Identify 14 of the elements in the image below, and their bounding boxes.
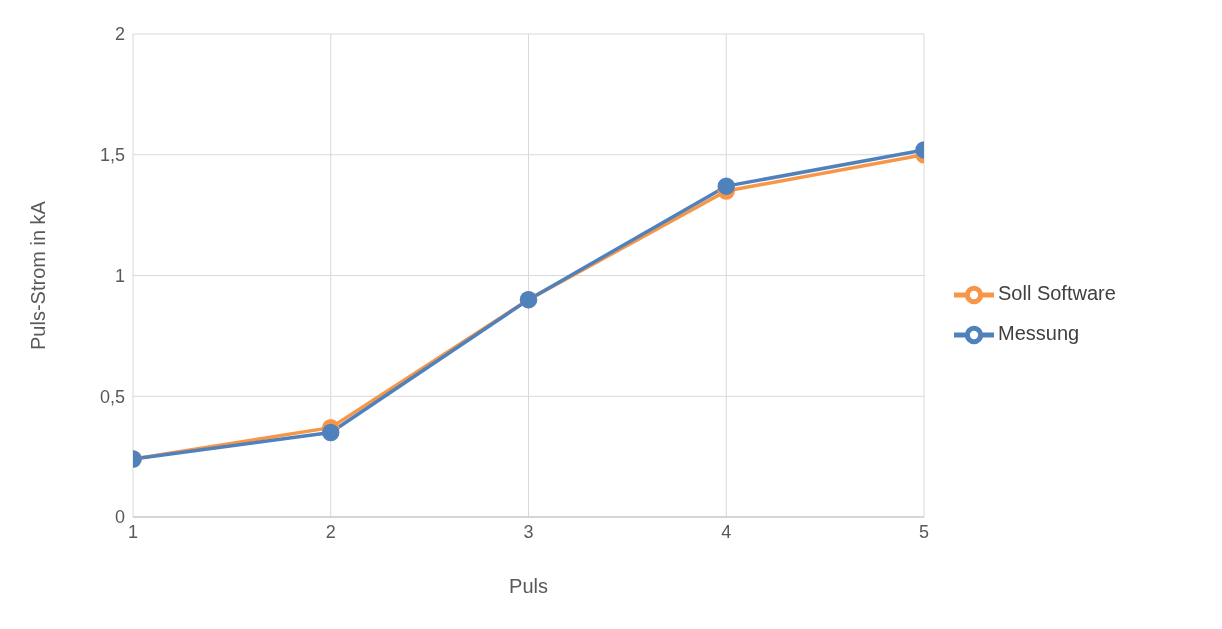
x-tick-label: 5: [918, 521, 930, 542]
y-tick-label: 1: [114, 265, 125, 286]
x-axis-title: Puls: [509, 575, 548, 597]
y-tick-label: 2: [114, 24, 125, 45]
x-tick-label: 1: [127, 521, 139, 542]
x-tick-label: 4: [721, 521, 732, 542]
x-tick-label: 2: [325, 521, 336, 542]
y-tick-label: 0: [114, 507, 125, 528]
legend-label: Messung: [998, 321, 1080, 344]
legend-label: Soll Software: [998, 281, 1116, 304]
x-tick-label: 3: [523, 521, 534, 542]
y-tick-label: 0,5: [99, 386, 125, 407]
y-tick-label: 1,5: [99, 145, 125, 166]
y-axis-title: Puls-Strom in kA: [27, 200, 50, 350]
